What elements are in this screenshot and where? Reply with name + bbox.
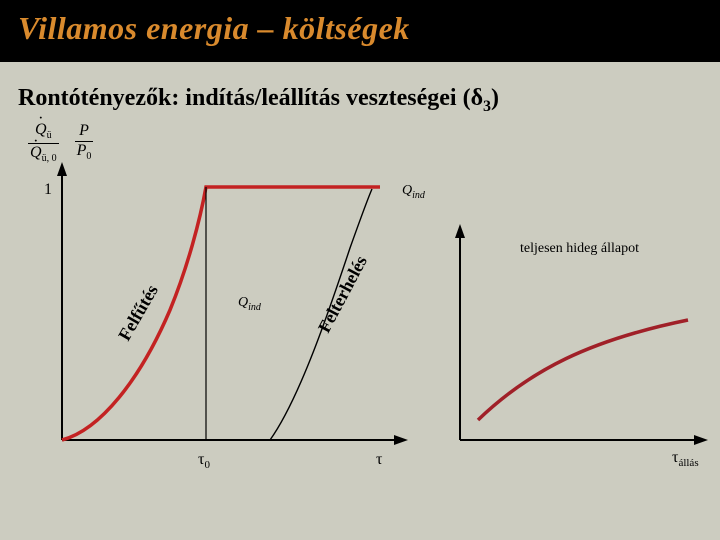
legend-cold: teljesen hideg állapot bbox=[520, 241, 639, 256]
felfutes-curve bbox=[62, 187, 380, 440]
tau-label: τ bbox=[376, 451, 383, 468]
tau0-label: τ0 bbox=[198, 451, 210, 471]
qind-top: Qind bbox=[402, 183, 426, 201]
felterheles-label: Felterhelés bbox=[314, 252, 371, 336]
right-x-arrow bbox=[694, 435, 708, 445]
left-x-arrow bbox=[394, 435, 408, 445]
cold-curve bbox=[478, 320, 688, 420]
right-y-arrow bbox=[455, 224, 465, 238]
subtitle-suffix: ) bbox=[491, 85, 499, 111]
tau-allas-label: τállás bbox=[672, 449, 699, 469]
felfutes-label: Felfűtés bbox=[114, 281, 162, 344]
frac2-num: P bbox=[77, 123, 91, 140]
qind-mid: Qind bbox=[238, 295, 262, 313]
frac1-den: Q bbox=[30, 144, 42, 161]
fraction-q: Qü Qü, 0 bbox=[28, 122, 59, 164]
right-chart: teljesen hideg állapot τállás bbox=[0, 0, 720, 540]
subtitle-sub: 3 bbox=[483, 98, 491, 115]
subtitle: Rontótényezők: indítás/leállítás vesztes… bbox=[18, 85, 499, 116]
frac2-den: P bbox=[77, 142, 87, 159]
fraction-block: Qü Qü, 0 P P0 bbox=[28, 122, 93, 164]
left-chart: 1 Felfűtés Qind Felterhelés Qind τ0 τ bbox=[0, 0, 720, 540]
subtitle-prefix: Rontótényezők: indítás/leállítás vesztes… bbox=[18, 85, 483, 111]
felterheles-curve bbox=[270, 189, 372, 440]
page-title: Villamos energia – költségek bbox=[18, 10, 410, 47]
one-label: 1 bbox=[44, 181, 52, 198]
fraction-p: P P0 bbox=[75, 123, 94, 162]
